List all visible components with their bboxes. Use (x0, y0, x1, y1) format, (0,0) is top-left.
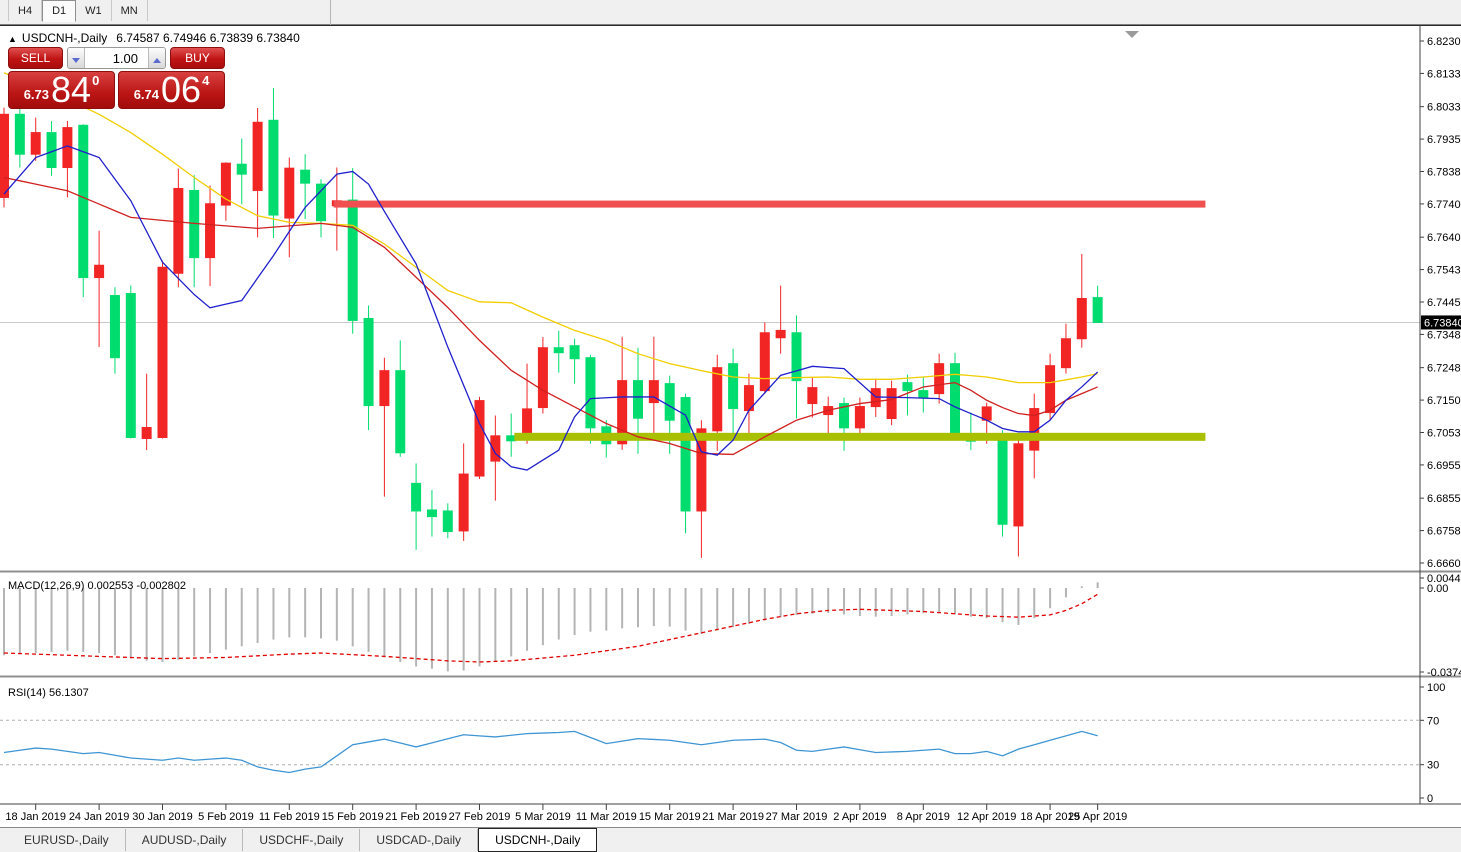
date-axis-label: 5 Mar 2019 (515, 811, 571, 823)
chart-symbol-label: USDCNH-,Daily (21, 31, 108, 45)
tab-eurusd[interactable]: EURUSD-,Daily (8, 829, 126, 851)
sell-price-pips: 84 (51, 69, 92, 110)
buy-price-box[interactable]: 6.74 06 4 (118, 71, 225, 109)
price-axis-label: 6.68555 (1427, 493, 1461, 505)
tab-usdcnh[interactable]: USDCNH-,Daily (478, 828, 598, 852)
rsi-line (3, 730, 1098, 774)
volume-control (67, 47, 166, 69)
date-axis-label: 30 Jan 2019 (132, 811, 193, 823)
date-axis-label: 5 Feb 2019 (198, 811, 254, 823)
buy-price-base: 6.74 (133, 87, 160, 102)
price-axis-label: 6.70530 (1427, 427, 1461, 439)
chevron-down-icon (72, 57, 80, 63)
price-axis-label: 6.66605 (1427, 558, 1461, 570)
tab-usdchf[interactable]: USDCHF-,Daily (243, 829, 361, 851)
date-axis-label: 24 Jan 2019 (69, 811, 130, 823)
sell-price-base: 6.73 (23, 87, 50, 102)
tab-mn[interactable]: MN (112, 0, 148, 21)
date-axis-label: 25 Apr 2019 (1068, 811, 1127, 823)
price-axis-label: 6.75430 (1427, 265, 1461, 277)
tab-audusd[interactable]: AUDUSD-,Daily (126, 829, 244, 851)
resistance-line[interactable] (333, 200, 1206, 208)
support-line[interactable] (514, 432, 1206, 441)
date-axis-label: 15 Feb 2019 (322, 811, 384, 823)
rsi-axis-label: 30 (1427, 760, 1439, 772)
chart-title: ▲ USDCNH-,Daily 6.74587 6.74946 6.73839 6.… (8, 31, 300, 45)
macd-signal-line (3, 593, 1098, 663)
macd-axis-label: -0.037475 (1427, 667, 1461, 679)
ma-mid-line (3, 176, 1098, 456)
date-axis-label: 15 Mar 2019 (639, 811, 701, 823)
tab-usdcad[interactable]: USDCAD-,Daily (360, 829, 479, 851)
chevron-up-icon (153, 57, 161, 63)
rsi-indicator-label: RSI(14) 56.1307 (8, 687, 89, 699)
price-axis-label: 6.80330 (1427, 102, 1461, 114)
date-axis-label: 18 Jan 2019 (5, 811, 66, 823)
date-axis-label: 27 Feb 2019 (449, 811, 511, 823)
volume-increase-button[interactable] (148, 48, 165, 68)
price-axis-label: 6.72480 (1427, 363, 1461, 375)
rsi-axis-label: 100 (1427, 682, 1445, 694)
date-axis-label: 2 Apr 2019 (833, 811, 886, 823)
toolbar-divider (330, 0, 331, 25)
chart-window (0, 25, 1461, 827)
tab-w1[interactable]: W1 (76, 0, 112, 21)
candles (0, 88, 1103, 558)
bid-price-label: 6.73840 (1424, 317, 1461, 329)
macd-indicator-label: MACD(12,26,9) 0.002553 -0.002802 (8, 580, 186, 592)
date-axis-label: 12 Apr 2019 (957, 811, 1016, 823)
timeframe-bar: H4 D1 W1 MN (0, 0, 1461, 25)
price-axis-label: 6.76405 (1427, 232, 1461, 244)
price-axis-label: 6.71505 (1427, 395, 1461, 407)
sell-price-point: 0 (92, 73, 100, 88)
volume-decrease-button[interactable] (68, 48, 85, 68)
bid-price-label-box (1421, 315, 1461, 330)
macd-axis-label: 0.00 (1427, 583, 1448, 595)
ma-slow-line (3, 72, 1098, 384)
sell-price-box[interactable]: 6.73 84 0 (8, 71, 115, 109)
date-axis-label: 8 Apr 2019 (897, 811, 950, 823)
date-axis-label: 21 Feb 2019 (385, 811, 447, 823)
buy-price-point: 4 (202, 73, 210, 88)
macd-axis-label: 0.004459 (1427, 573, 1461, 585)
tab-h4[interactable]: H4 (8, 0, 43, 21)
price-axis-label: 6.79355 (1427, 134, 1461, 146)
buy-button[interactable]: BUY (170, 47, 225, 69)
date-axis-label: 21 Mar 2019 (702, 811, 764, 823)
price-axis-label: 6.82305 (1427, 36, 1461, 48)
tab-d1[interactable]: D1 (42, 0, 77, 22)
price-axis-label: 6.74455 (1427, 297, 1461, 309)
price-axis-label: 6.73480 (1427, 329, 1461, 341)
symbol-tab-bar: EURUSD-,Daily AUDUSD-,Daily USDCHF-,Daily U… (0, 827, 1461, 852)
volume-input[interactable] (85, 48, 148, 68)
sell-button[interactable]: SELL (8, 47, 63, 69)
date-axis-label: 11 Feb 2019 (259, 811, 320, 823)
macd-histogram (3, 582, 1099, 672)
rsi-axis-label: 0 (1427, 793, 1433, 805)
price-axis-label: 6.67580 (1427, 526, 1461, 538)
date-axis-label: 18 Apr 2019 (1020, 811, 1079, 823)
rsi-axis-label: 70 (1427, 715, 1439, 727)
price-axis-label: 6.78380 (1427, 166, 1461, 178)
buy-price-pips: 06 (161, 69, 202, 110)
date-axis-label: 11 Mar 2019 (576, 811, 637, 823)
chart-shift-marker-icon[interactable] (1125, 31, 1139, 38)
price-axis-label: 6.81330 (1427, 68, 1461, 80)
ma-fast-line (3, 145, 1099, 471)
date-axis-label: 27 Mar 2019 (766, 811, 828, 823)
price-axis-label: 6.69555 (1427, 460, 1461, 472)
price-axis-label: 6.77405 (1427, 199, 1461, 211)
chart-ohlc-values: 6.74587 6.74946 6.73839 6.73840 (116, 31, 300, 45)
expand-arrow-icon: ▲ (8, 34, 17, 44)
one-click-trading-panel: SELL BUY 6.73 84 0 6.74 06 4 (8, 47, 225, 109)
